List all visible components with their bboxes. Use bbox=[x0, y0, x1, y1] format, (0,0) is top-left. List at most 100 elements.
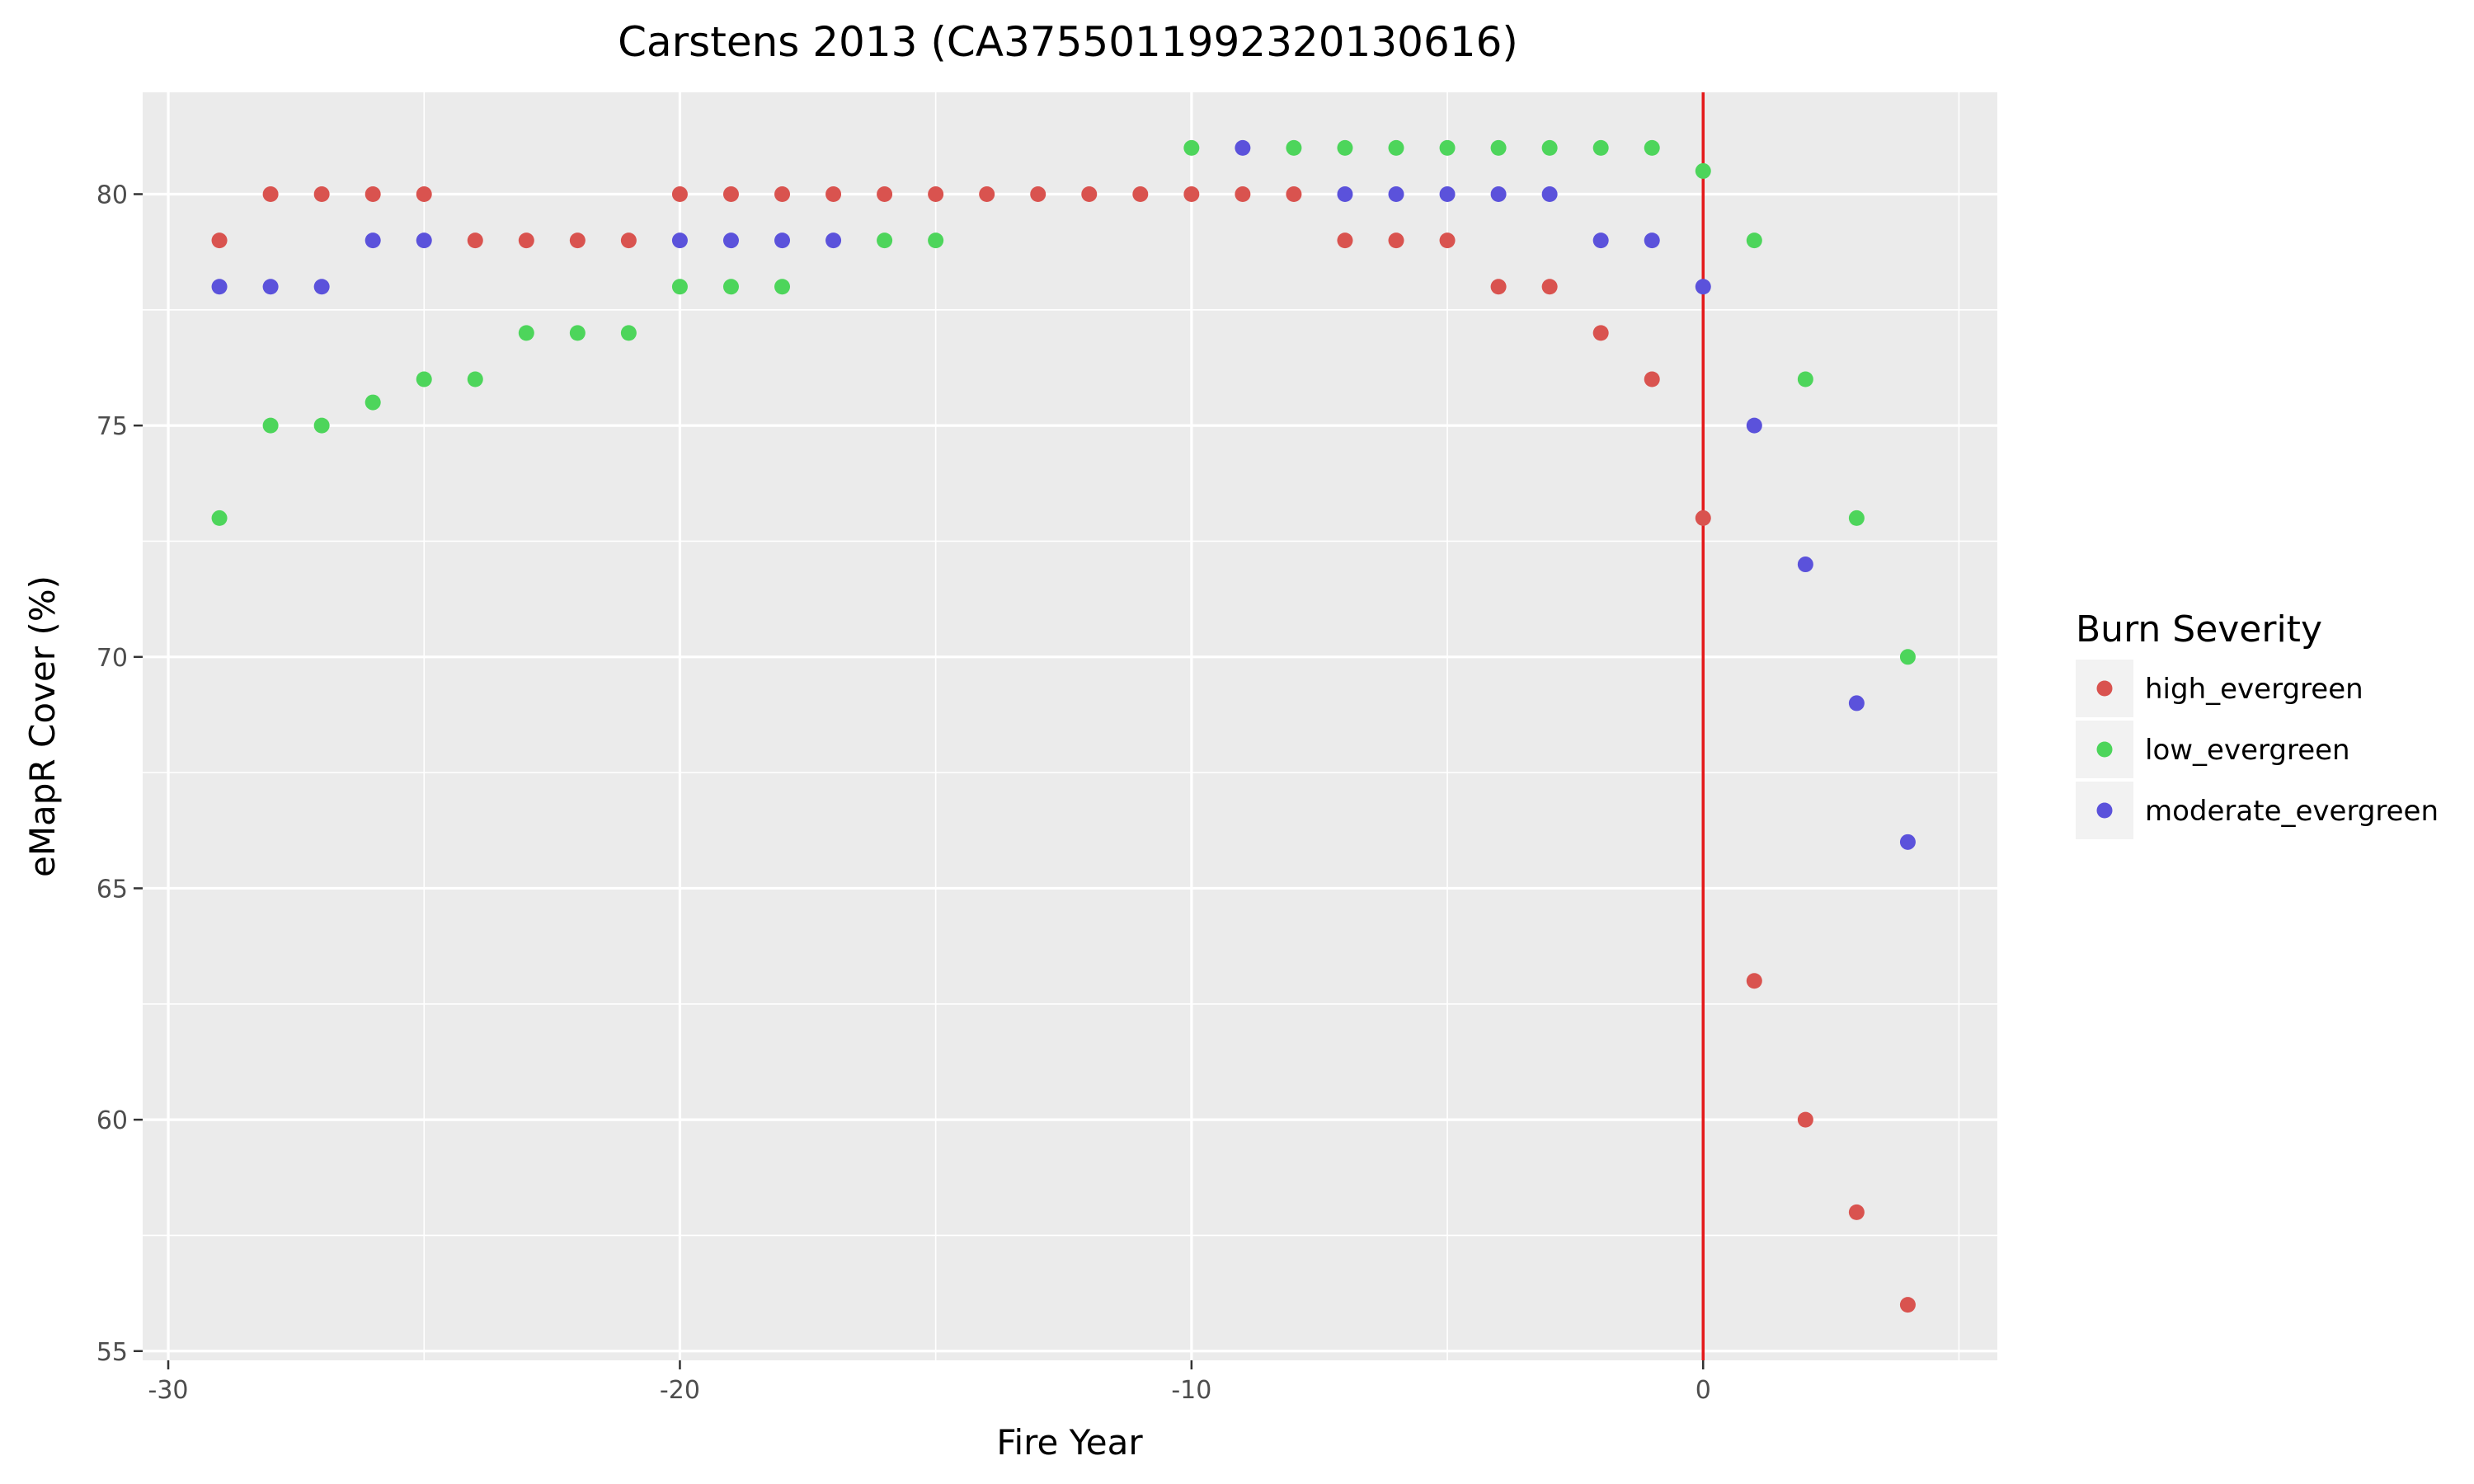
data-point-high_evergreen bbox=[1695, 510, 1711, 526]
legend-marker-high_evergreen bbox=[2096, 680, 2113, 697]
data-point-high_evergreen bbox=[1030, 186, 1047, 202]
data-point-low_evergreen bbox=[1490, 139, 1507, 156]
data-point-low_evergreen bbox=[1388, 139, 1404, 156]
data-point-high_evergreen bbox=[416, 186, 432, 202]
data-point-low_evergreen bbox=[1695, 162, 1711, 179]
plot-panel bbox=[143, 92, 1997, 1360]
x-axis: -30 -20 -10 0 bbox=[148, 1360, 1711, 1405]
data-point-moderate_evergreen bbox=[1439, 186, 1456, 202]
data-point-low_evergreen bbox=[1592, 139, 1609, 156]
data-point-high_evergreen bbox=[1388, 232, 1404, 249]
data-point-moderate_evergreen bbox=[1490, 186, 1507, 202]
data-point-high_evergreen bbox=[1899, 1297, 1916, 1313]
y-axis: 55 60 65 70 75 80 bbox=[96, 181, 143, 1367]
data-point-low_evergreen bbox=[1899, 649, 1916, 665]
legend-label-moderate_evergreen: moderate_evergreen bbox=[2145, 795, 2439, 828]
data-point-high_evergreen bbox=[467, 232, 483, 249]
data-point-moderate_evergreen bbox=[774, 232, 791, 249]
data-point-high_evergreen bbox=[1081, 186, 1098, 202]
data-point-low_evergreen bbox=[1439, 139, 1456, 156]
data-point-moderate_evergreen bbox=[365, 232, 381, 249]
data-point-low_evergreen bbox=[518, 325, 534, 341]
data-point-high_evergreen bbox=[1235, 186, 1251, 202]
data-point-moderate_evergreen bbox=[1746, 417, 1762, 434]
x-axis-label: Fire Year bbox=[996, 1422, 1143, 1463]
data-point-high_evergreen bbox=[877, 186, 893, 202]
x-tick-label: 0 bbox=[1696, 1376, 1711, 1405]
legend-items: high_evergreen low_evergreen moderate_ever… bbox=[2076, 660, 2439, 839]
chart-title: Carstens 2013 (CA3755011992320130616) bbox=[618, 18, 1518, 66]
data-point-low_evergreen bbox=[774, 279, 791, 295]
data-point-moderate_evergreen bbox=[1235, 139, 1251, 156]
y-tick-label: 60 bbox=[96, 1106, 128, 1135]
y-tick-label: 65 bbox=[96, 875, 128, 904]
data-point-high_evergreen bbox=[825, 186, 842, 202]
data-point-moderate_evergreen bbox=[671, 232, 688, 249]
data-point-low_evergreen bbox=[1746, 232, 1762, 249]
y-tick-label: 80 bbox=[96, 181, 128, 209]
data-point-moderate_evergreen bbox=[1592, 232, 1609, 249]
data-point-moderate_evergreen bbox=[262, 279, 279, 295]
data-point-low_evergreen bbox=[1848, 510, 1865, 526]
data-point-high_evergreen bbox=[1490, 279, 1507, 295]
y-tick-label: 70 bbox=[96, 644, 128, 673]
data-point-moderate_evergreen bbox=[1848, 695, 1865, 711]
data-point-moderate_evergreen bbox=[722, 232, 739, 249]
data-point-high_evergreen bbox=[1592, 325, 1609, 341]
data-point-low_evergreen bbox=[722, 279, 739, 295]
data-point-moderate_evergreen bbox=[1797, 556, 1813, 573]
data-point-high_evergreen bbox=[928, 186, 944, 202]
data-point-moderate_evergreen bbox=[825, 232, 842, 249]
data-point-low_evergreen bbox=[671, 279, 688, 295]
data-point-low_evergreen bbox=[262, 417, 279, 434]
data-point-moderate_evergreen bbox=[1899, 834, 1916, 850]
data-point-high_evergreen bbox=[1644, 371, 1660, 387]
data-point-low_evergreen bbox=[211, 510, 228, 526]
data-point-high_evergreen bbox=[1439, 232, 1456, 249]
data-point-moderate_evergreen bbox=[1388, 186, 1404, 202]
data-point-high_evergreen bbox=[1848, 1204, 1865, 1220]
legend-marker-low_evergreen bbox=[2096, 741, 2113, 758]
legend-marker-moderate_evergreen bbox=[2096, 802, 2113, 819]
data-point-low_evergreen bbox=[620, 325, 637, 341]
data-point-moderate_evergreen bbox=[416, 232, 432, 249]
data-point-low_evergreen bbox=[467, 371, 483, 387]
data-point-high_evergreen bbox=[620, 232, 637, 249]
data-point-low_evergreen bbox=[1797, 371, 1813, 387]
data-point-moderate_evergreen bbox=[1695, 279, 1711, 295]
data-point-high_evergreen bbox=[1797, 1111, 1813, 1128]
data-point-high_evergreen bbox=[722, 186, 739, 202]
data-point-low_evergreen bbox=[1286, 139, 1302, 156]
data-point-high_evergreen bbox=[211, 232, 228, 249]
legend-label-low_evergreen: low_evergreen bbox=[2145, 734, 2350, 767]
data-point-high_evergreen bbox=[262, 186, 279, 202]
data-point-low_evergreen bbox=[313, 417, 330, 434]
grid-minor bbox=[143, 92, 1997, 1360]
data-point-high_evergreen bbox=[313, 186, 330, 202]
data-point-high_evergreen bbox=[1746, 973, 1762, 989]
x-tick-label: -30 bbox=[148, 1376, 189, 1405]
data-point-high_evergreen bbox=[979, 186, 995, 202]
data-point-low_evergreen bbox=[569, 325, 586, 341]
data-point-low_evergreen bbox=[1541, 139, 1558, 156]
data-point-moderate_evergreen bbox=[1644, 232, 1660, 249]
data-point-high_evergreen bbox=[518, 232, 534, 249]
data-point-high_evergreen bbox=[1132, 186, 1149, 202]
data-point-high_evergreen bbox=[1286, 186, 1302, 202]
data-point-moderate_evergreen bbox=[1337, 186, 1353, 202]
x-tick-label: -10 bbox=[1171, 1376, 1211, 1405]
data-point-moderate_evergreen bbox=[211, 279, 228, 295]
x-tick-label: -20 bbox=[660, 1376, 700, 1405]
data-point-high_evergreen bbox=[671, 186, 688, 202]
data-point-low_evergreen bbox=[416, 371, 432, 387]
data-point-high_evergreen bbox=[569, 232, 586, 249]
data-point-low_evergreen bbox=[1337, 139, 1353, 156]
data-point-high_evergreen bbox=[1183, 186, 1200, 202]
data-point-low_evergreen bbox=[1644, 139, 1660, 156]
y-tick-label: 55 bbox=[96, 1338, 128, 1367]
legend-label-high_evergreen: high_evergreen bbox=[2145, 673, 2363, 706]
data-point-high_evergreen bbox=[774, 186, 791, 202]
y-tick-label: 75 bbox=[96, 412, 128, 441]
